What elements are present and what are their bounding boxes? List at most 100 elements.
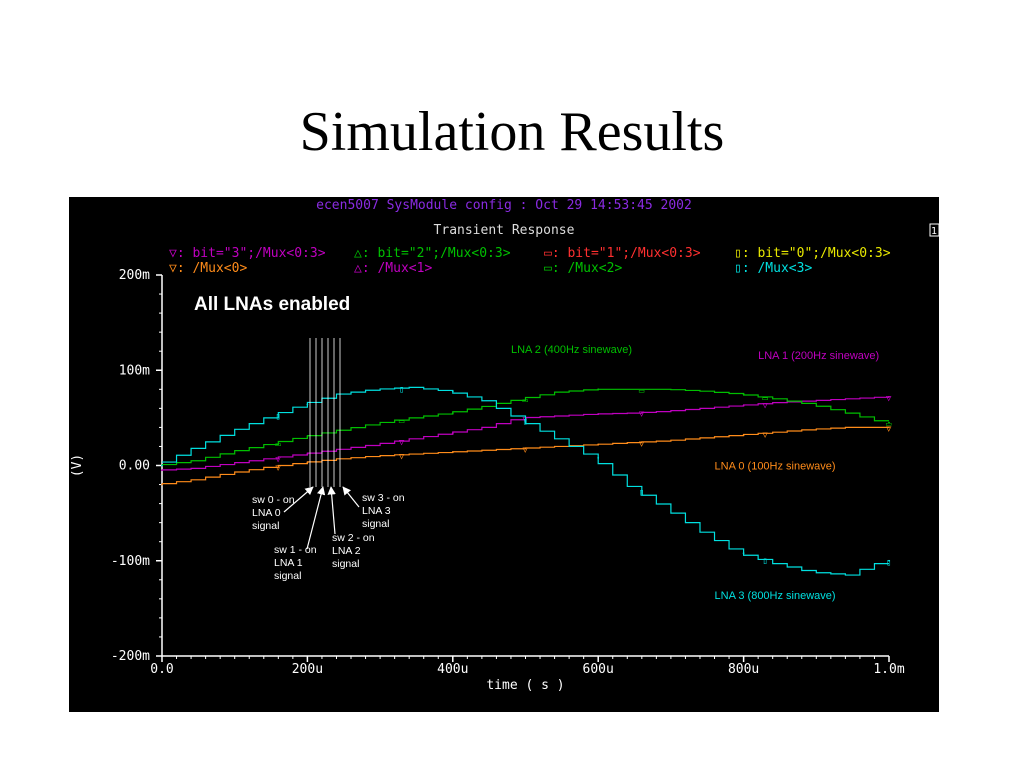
data-point (161, 483, 163, 486)
series-marker: ▭ (275, 440, 281, 450)
plot-background (69, 197, 939, 712)
series-marker: ▽ (399, 438, 405, 448)
switch-callout-text: sw 1 - on (274, 544, 317, 556)
y-axis-label: (V) (70, 454, 85, 477)
series-line (162, 426, 889, 485)
y-tick-label: -200m (111, 649, 150, 664)
plot-title: Transient Response (434, 223, 575, 238)
x-tick-label: 0.0 (150, 662, 173, 677)
data-point (306, 453, 309, 455)
data-point (597, 443, 600, 446)
series-0: ▽▽▽▽▽▽ (161, 424, 892, 486)
series-marker: ▽ (399, 452, 405, 462)
x-tick-label: 600u (583, 662, 614, 677)
switch-callout-text: LNA 2 (332, 545, 361, 557)
corner-box (929, 223, 939, 237)
series-marker: ▽ (275, 455, 281, 465)
switch-callout-text: signal (274, 570, 301, 582)
data-point (451, 390, 454, 393)
switch-callout-text: sw 0 - on (252, 494, 295, 506)
series-marker: ▭ (399, 417, 405, 427)
series-2: ▭ ▭ ▭ ▭ ▭ ▭ (161, 386, 892, 467)
legend-item: △: /Mux<1> (354, 261, 432, 276)
series-marker: ▯ (275, 412, 280, 422)
data-point (451, 412, 454, 415)
y-tick-label: -100m (111, 554, 150, 569)
switch-callout-text: LNA 0 (252, 507, 281, 519)
y-tick-label: 0.00 (119, 459, 150, 474)
callout-arrow (342, 486, 360, 508)
series-line (162, 388, 889, 466)
data-point (306, 461, 309, 464)
series-marker: ▽ (886, 394, 892, 404)
series-marker: ▽ (886, 424, 892, 434)
callout-arrow (306, 486, 326, 550)
data-point (451, 451, 454, 454)
data-point (597, 388, 600, 391)
series-line (162, 386, 889, 576)
data-point (742, 552, 745, 555)
data-point (888, 421, 890, 424)
slide-title: Simulation Results (299, 101, 725, 163)
data-point (306, 403, 309, 406)
series-marker: ▯ (399, 385, 404, 395)
y-tick-label: 200m (119, 268, 150, 283)
series-marker: ▭ (762, 394, 768, 404)
waveform-window: ecen5007 SysModule config : Oct 29 14:53… (69, 197, 939, 712)
legend: ▽: bit="3";/Mux<0:3> △: bit="2";/Mux<0:3>… (169, 246, 891, 276)
x-tick-label: 800u (728, 662, 759, 677)
data-point (888, 396, 890, 398)
series-marker: ▽ (639, 410, 645, 420)
data-point (742, 434, 745, 436)
legend-item: ▯: /Mux<3> (734, 261, 812, 276)
data-point (888, 559, 890, 562)
callout-arrow (283, 486, 314, 513)
switch-callout-text: LNA 3 (362, 505, 391, 517)
legend-item: ▭: /Mux<2> (544, 261, 622, 276)
series-marker: ▭ (886, 420, 892, 430)
series-marker: ▽ (523, 445, 529, 455)
x-tick-label: 200u (292, 662, 323, 677)
series-marker: ▯ (762, 556, 767, 566)
x-tick-label: 1.0m (873, 662, 904, 677)
switch-callout-text: sw 2 - on (332, 532, 375, 544)
data-point (742, 393, 745, 395)
series-marker: ▽ (762, 430, 768, 440)
all-lnas-enabled-label: All LNAs enabled (194, 294, 350, 315)
data-point (597, 413, 600, 415)
data-point (161, 469, 163, 472)
legend-item: ▯: bit="0";/Mux<0:3> (734, 246, 891, 261)
series-label: LNA 0 (100Hz sinewave) (715, 460, 836, 472)
series-marker: ▽ (275, 463, 281, 473)
series-marker: ▯ (523, 417, 528, 427)
series-3: ▯ ▯ ▯ ▯ ▯ ▯ (161, 385, 891, 576)
series-label: LNA 3 (800Hz sinewave) (715, 590, 836, 602)
x-tick-label: 400u (437, 662, 468, 677)
series-marker: ▯ (886, 558, 891, 568)
legend-item: ▭: bit="1";/Mux<0:3> (544, 246, 701, 261)
legend-item: ▽: bit="3";/Mux<0:3> (169, 246, 326, 261)
window-header: ecen5007 SysModule config : Oct 29 14:53… (316, 198, 692, 213)
switch-callout-text: signal (252, 520, 279, 532)
series-label: LNA 2 (400Hz sinewave) (511, 344, 632, 356)
series-marker: ▽ (762, 401, 768, 411)
legend-item: ▽: /Mux<0> (169, 261, 247, 276)
data-point (888, 426, 890, 429)
callout-arrow (327, 486, 336, 535)
series-marker: ▭ (639, 386, 645, 396)
series-layer: ▽▽▽▽▽▽▽▽▽▽▽▽▭▭▭▭▭▭▯▯▯▯▯ ▯LNA 0 (100Hz sin… (161, 344, 892, 602)
legend-item: △: bit="2";/Mux<0:3> (354, 246, 511, 261)
y-tick-label: 100m (119, 363, 150, 378)
switch-callout-text: signal (332, 558, 359, 570)
series-marker: ▽ (639, 439, 645, 449)
series-marker: ▭ (523, 396, 529, 406)
switch-callout-text: signal (362, 518, 389, 530)
data-point (161, 464, 163, 467)
series-label: LNA 1 (200Hz sinewave) (758, 350, 879, 362)
data-point (306, 436, 309, 438)
corner-mark: 1 (931, 226, 937, 237)
data-point (451, 432, 454, 435)
switch-callout-text: LNA 1 (274, 557, 303, 569)
